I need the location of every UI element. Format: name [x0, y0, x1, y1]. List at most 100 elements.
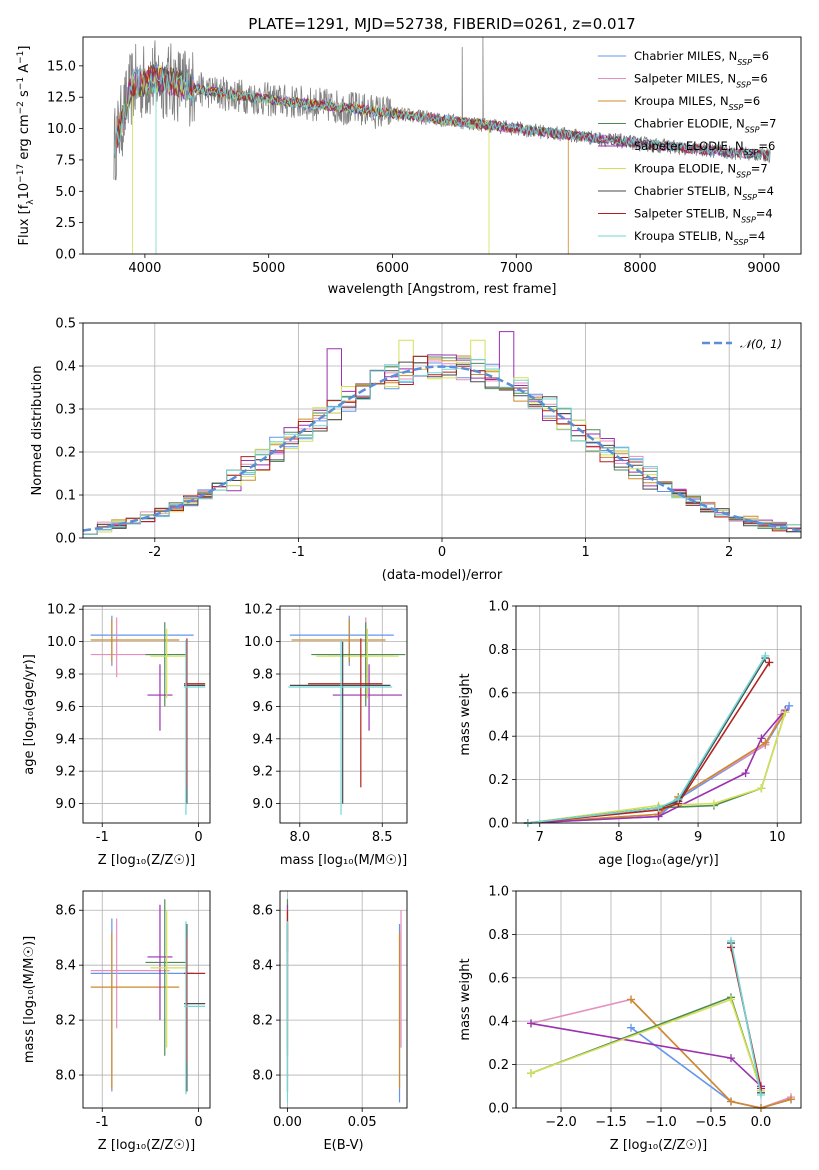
legend-label-text: Chabrier ELODIE, N	[634, 117, 745, 131]
axes-frame	[82, 36, 802, 255]
y-tick-label: 0.8	[488, 928, 509, 943]
legend-label-tail: =6	[752, 49, 769, 63]
x-axis-label: Z [log₁₀(Z/Z☉)]	[98, 1138, 195, 1153]
y-axis-label-part: −1	[16, 51, 26, 64]
x-tick-label: −0.5	[695, 1115, 727, 1130]
x-tick-label: 8.0	[289, 830, 310, 845]
x-tick-label: 0.0	[751, 1115, 772, 1130]
series-kroupa-stelib-point	[674, 795, 683, 804]
legend-label-text: Salpeter STELIB, N	[634, 207, 741, 221]
mass-vs-extinction-panel: 0.00 0.05 8.0 8.2 8.4 8.6 E(B-V)	[252, 890, 408, 1153]
legend-label-sub: SSP	[745, 125, 760, 134]
x-tick-label: 0	[194, 1115, 202, 1130]
y-tick-label: 0.8	[488, 643, 509, 658]
y-tick-label: 0.2	[55, 446, 76, 461]
y-axis-label: Normed distribution	[30, 366, 45, 496]
series-kroupa-stelib-point	[757, 1090, 765, 1099]
y-tick-label: 8.2	[55, 1014, 76, 1029]
legend-label-sub: SSP	[736, 170, 751, 179]
legend-label-tail: =4	[748, 229, 765, 243]
y-tick-label: 0.5	[55, 317, 76, 332]
axes-frame	[279, 890, 408, 1109]
legend-label-kroupa-stelib: Kroupa STELIB, NSSP=4	[634, 229, 765, 247]
y-tick-label: 0.1	[55, 489, 76, 504]
axes-frame	[82, 322, 802, 539]
y-tick-label: 9.4	[252, 732, 273, 747]
legend-label-tail: =4	[757, 184, 774, 198]
y-tick-label: 5.0	[55, 185, 76, 200]
legend-label-sub: SSP	[736, 80, 751, 89]
age-vs-mass-panel: 8.0 8.5 9.0 9.2 9.4 9.6 9.8 10.0 10.2 mass [log₁₀…	[244, 603, 408, 868]
series-salpeter-stelib-point	[765, 658, 774, 667]
y-tick-label: 7.5	[55, 153, 76, 168]
y-tick-label: 9.2	[252, 765, 273, 780]
x-tick-label: −1.0	[645, 1115, 677, 1130]
axes-frame	[279, 605, 408, 824]
y-axis-label-part: −1	[16, 77, 26, 90]
x-tick-label: 7000	[500, 261, 533, 276]
x-tick-label: 6000	[376, 261, 409, 276]
y-axis-label-part: −2	[16, 101, 26, 114]
x-tick-label: -2	[148, 545, 161, 560]
legend-label-sub: SSP	[744, 148, 759, 157]
x-axis-label: mass [log₁₀(M/M☉)]	[280, 853, 407, 868]
x-tick-label: 8.5	[372, 830, 393, 845]
x-tick-label: 9	[694, 830, 702, 845]
series-kroupa-elodie-point	[781, 708, 790, 717]
y-tick-label: 0.0	[488, 1102, 509, 1117]
y-axis-label: mass weight	[458, 673, 473, 755]
y-tick-label: 0.0	[55, 532, 76, 547]
y-tick-label: 0.4	[488, 1015, 509, 1030]
x-tick-label: 1	[581, 545, 589, 560]
y-tick-label: 10.2	[47, 603, 76, 618]
y-axis-label-part: erg cm	[17, 114, 32, 163]
y-axis-label: mass [log₁₀(M/M☉)]	[22, 936, 37, 1063]
y-tick-label: 9.0	[55, 797, 76, 812]
x-axis-label: Z [log₁₀(Z/Z☉)]	[610, 1138, 707, 1153]
series-kroupa-elodie-point	[709, 799, 718, 808]
legend-label-gaussian: 𝒩(0, 1)	[740, 337, 782, 351]
x-tick-label: 0.00	[273, 1115, 302, 1130]
y-tick-label: 1.0	[488, 885, 509, 900]
legend-label-text: Chabrier MILES, N	[634, 49, 737, 63]
legend-label-tail: =6	[751, 72, 768, 86]
x-tick-label: -1	[96, 830, 109, 845]
y-axis-label-part: λ	[26, 199, 36, 205]
y-axis-label: Flux [fλ10−17 erg cm−2 s−1 A−1]	[16, 46, 36, 246]
legend-label-text: Salpeter ELODIE, N	[634, 139, 744, 153]
y-tick-label: 0.6	[488, 971, 509, 986]
y-tick-label: 0.2	[488, 773, 509, 788]
y-axis-label: age [log₁₀(age/yr)]	[22, 654, 37, 775]
x-tick-label: -1	[96, 1115, 109, 1130]
x-tick-label: 0.05	[348, 1115, 377, 1130]
x-tick-label: 0	[438, 545, 446, 560]
spectrum-panel: 4000 5000 6000 7000 8000 9000 0.0 2.5 5.0 7.5 10.0…	[16, 36, 802, 297]
legend-label-sub: SSP	[742, 193, 757, 202]
y-axis-label-part: 10	[17, 183, 32, 200]
age-vs-metallicity-panel: -1 0 9.0 9.2 9.4 9.6 9.8 10.0 10.2 Z [log₁₀(Z/Z☉)…	[22, 603, 211, 868]
histogram-salpeter-miles-step	[83, 359, 801, 535]
y-axis-label-part: −17	[16, 164, 26, 183]
series-kroupa-miles-point	[627, 995, 635, 1004]
x-tick-label: 2	[725, 545, 733, 560]
series-kroupa-stelib-point	[654, 803, 663, 812]
series-kroupa-elodie-point	[757, 784, 766, 793]
y-tick-label: 9.2	[55, 765, 76, 780]
gaussian-curve	[82, 365, 802, 532]
series-kroupa-elodie-line	[527, 712, 786, 824]
x-tick-label: −2.0	[545, 1115, 577, 1130]
series-chabrier-miles-point	[785, 701, 794, 710]
legend-label-text: Kroupa MILES, N	[634, 94, 729, 108]
y-tick-label: 9.8	[252, 668, 273, 683]
y-tick-label: 8.0	[55, 1069, 76, 1084]
legend-label-text: Salpeter MILES, N	[634, 72, 736, 86]
legend-label-text: Kroupa ELODIE, N	[634, 162, 736, 176]
legend-label-sub: SSP	[734, 238, 749, 247]
y-tick-label: 10.0	[47, 635, 76, 650]
legend-label-tail: =7	[751, 162, 768, 176]
series-salpeter-elodie-point	[727, 1054, 735, 1063]
x-tick-label: 8000	[624, 261, 657, 276]
legend-label-kroupa-elodie: Kroupa ELODIE, NSSP=7	[634, 162, 768, 180]
series-salpeter-elodie-point	[527, 1019, 535, 1028]
